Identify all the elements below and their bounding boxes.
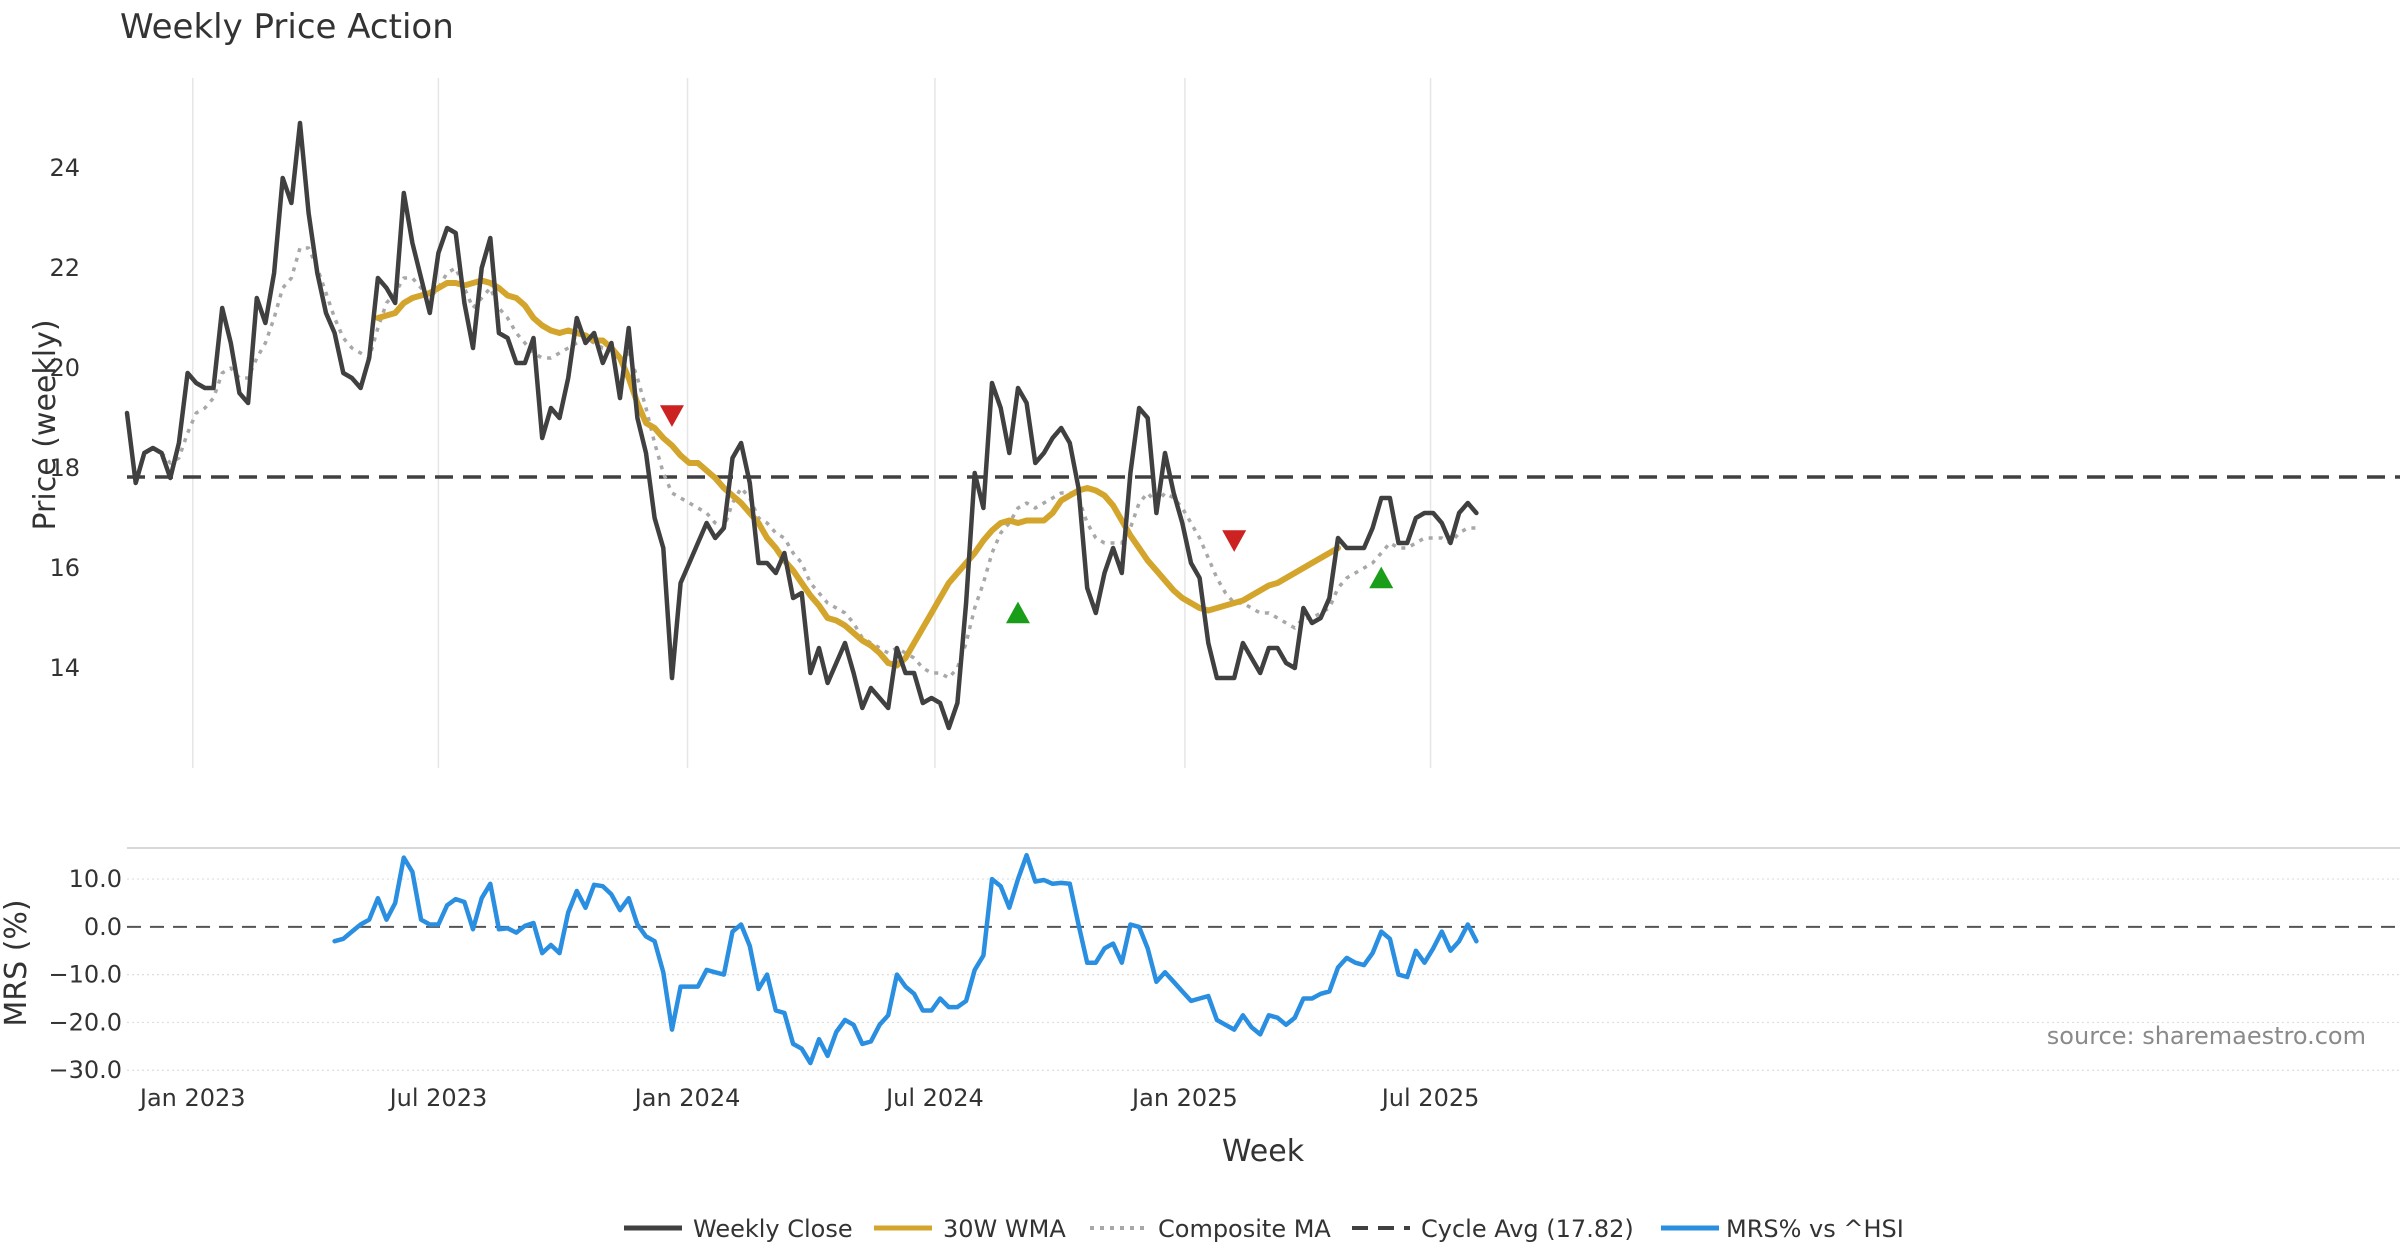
mrs-vs-hsi-line bbox=[332, 852, 1479, 1066]
x-axis-title: Week bbox=[1222, 1134, 1305, 1169]
price-series-layer bbox=[124, 120, 1479, 731]
price-panel-gridlines bbox=[191, 78, 1432, 768]
legend-label: Composite MA bbox=[1158, 1215, 1331, 1243]
price-y-axis-title: Price (weekly) bbox=[28, 319, 63, 530]
price-y-tick-labels: 14 16 18 20 22 24 bbox=[49, 154, 80, 682]
price-y-tick: 18 bbox=[49, 454, 80, 482]
price-y-tick: 24 bbox=[49, 154, 80, 182]
legend-label: MRS% vs ^HSI bbox=[1726, 1215, 1904, 1243]
price-y-tick: 16 bbox=[49, 554, 80, 582]
buy-signal-marker bbox=[1005, 601, 1030, 624]
signal-markers bbox=[659, 405, 1394, 624]
price-y-tick: 14 bbox=[49, 654, 80, 682]
price-y-tick: 20 bbox=[49, 354, 80, 382]
legend-label: Weekly Close bbox=[693, 1215, 853, 1243]
legend-label: 30W WMA bbox=[943, 1215, 1066, 1243]
x-tick: Jul 2023 bbox=[388, 1084, 488, 1112]
mrs-y-tick: −10.0 bbox=[48, 961, 122, 989]
legend-label: Cycle Avg (17.82) bbox=[1421, 1215, 1634, 1243]
mrs-y-tick-labels: 10.0 0.0 −10.0 −20.0 −30.0 bbox=[48, 865, 122, 1084]
x-tick: Jul 2025 bbox=[1380, 1084, 1480, 1112]
weekly-close-line bbox=[124, 120, 1479, 731]
buy-signal-marker bbox=[1369, 566, 1394, 589]
x-tick: Jan 2025 bbox=[1130, 1084, 1238, 1112]
mrs-y-tick: −30.0 bbox=[48, 1056, 122, 1084]
mrs-y-tick: 0.0 bbox=[84, 913, 122, 941]
legend: Weekly Close 30W WMA Composite MA Cycle … bbox=[624, 1215, 1904, 1243]
price-y-tick: 22 bbox=[49, 254, 80, 282]
mrs-y-axis-title: MRS (%) bbox=[0, 899, 34, 1026]
chart-title: Weekly Price Action bbox=[120, 7, 454, 47]
mrs-series-layer bbox=[332, 852, 1479, 1066]
source-note: source: sharemaestro.com bbox=[2047, 1022, 2366, 1050]
x-tick: Jan 2023 bbox=[138, 1084, 246, 1112]
composite-ma-line bbox=[160, 246, 1477, 680]
x-tick: Jan 2024 bbox=[633, 1084, 741, 1112]
wma-30w-line bbox=[374, 277, 1341, 669]
x-tick: Jul 2024 bbox=[884, 1084, 984, 1112]
mrs-y-tick: 10.0 bbox=[69, 865, 122, 893]
x-tick-labels: Jan 2023 Jul 2023 Jan 2024 Jul 2024 Jan … bbox=[138, 1084, 1480, 1112]
mrs-y-tick: −20.0 bbox=[48, 1008, 122, 1036]
sell-signal-marker bbox=[659, 405, 684, 427]
sell-signal-marker bbox=[1222, 530, 1247, 552]
